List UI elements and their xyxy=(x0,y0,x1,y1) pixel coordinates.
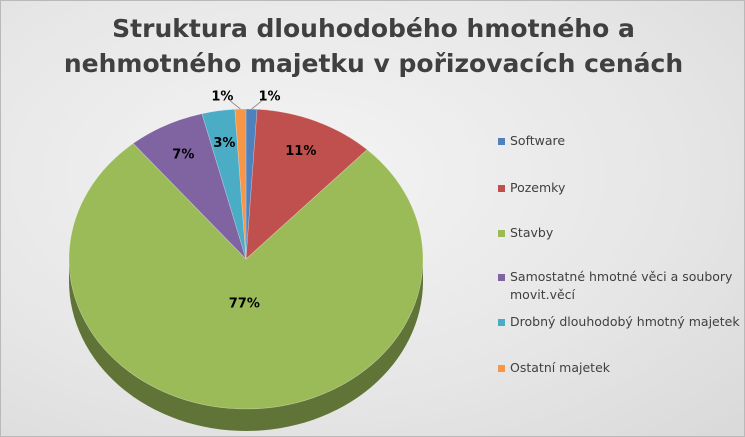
legend-item-5: Ostatní majetek xyxy=(498,359,743,377)
legend-label-1: Pozemky xyxy=(510,180,566,195)
legend-item-0: Software xyxy=(498,132,743,150)
legend-label-5: Ostatní majetek xyxy=(510,360,611,375)
pie-slice-1 xyxy=(245,108,368,260)
pie-leader-line-0 xyxy=(251,100,262,110)
legend-label-0: Software xyxy=(510,133,566,148)
pie-data-label-3: 7% xyxy=(172,147,194,162)
legend-item-3: Samostatné hmotné věci a soubory movit.v… xyxy=(498,268,743,304)
pie-data-label-4: 3% xyxy=(213,136,235,151)
legend-label-2: Stavby xyxy=(510,225,554,240)
pie-data-label-1: 11% xyxy=(285,144,316,159)
legend-item-2: Stavby xyxy=(498,224,743,242)
chart-title-line-1: Struktura dlouhodobého hmotného a xyxy=(112,14,635,43)
legend-swatch-4 xyxy=(498,319,505,326)
pie-slice-2 xyxy=(68,143,424,410)
chart-title: Struktura dlouhodobého hmotného a nehmot… xyxy=(1,11,744,81)
pie-data-label-5: 1% xyxy=(211,90,233,105)
legend-swatch-2 xyxy=(498,230,505,237)
legend-label-3: Samostatné hmotné věci a soubory movit.v… xyxy=(510,269,733,302)
pie-data-label-2: 77% xyxy=(229,296,260,311)
legend-item-1: Pozemky xyxy=(498,179,743,197)
legend-label-4: Drobný dlouhodobý hmotný majetek xyxy=(510,314,740,329)
pie-slice-4 xyxy=(201,108,247,260)
legend-swatch-5 xyxy=(498,365,505,372)
pie-slice-3 xyxy=(132,113,247,260)
pie-leader-line-5 xyxy=(230,100,241,110)
pie-data-label-0: 1% xyxy=(259,90,281,105)
legend-swatch-3 xyxy=(498,274,505,281)
chart-title-line-2: nehmotného majetku v pořizovacích cenách xyxy=(63,49,684,78)
pie-slices xyxy=(68,108,424,410)
legend-swatch-0 xyxy=(498,138,505,145)
pie-data-labels: 1% 11% 77% 7% 3% 1% xyxy=(172,90,316,312)
legend-swatch-1 xyxy=(498,185,505,192)
legend-item-4: Drobný dlouhodobý hmotný majetek xyxy=(498,313,743,331)
